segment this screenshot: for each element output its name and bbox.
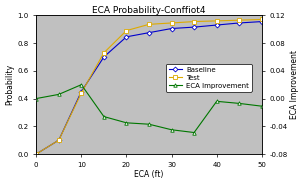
- ECA Improvement: [260, 105, 264, 107]
- ECA Improvement: [80, 84, 83, 86]
- Baseline: [170, 27, 173, 30]
- ECA Improvement: [125, 122, 128, 124]
- X-axis label: ECA (ft): ECA (ft): [134, 170, 164, 179]
- Baseline: [125, 36, 128, 38]
- ECA Improvement: [102, 115, 106, 118]
- ECA Improvement: [215, 100, 218, 102]
- Y-axis label: ECA Improvement: ECA Improvement: [290, 50, 300, 119]
- Test: [192, 21, 196, 23]
- Baseline: [237, 22, 241, 24]
- Test: [80, 92, 83, 94]
- ECA Improvement: [170, 129, 173, 131]
- Test: [147, 23, 151, 26]
- Test: [237, 19, 241, 21]
- Baseline: [192, 26, 196, 28]
- Baseline: [215, 24, 218, 26]
- Baseline: [147, 32, 151, 34]
- Test: [125, 29, 128, 32]
- Baseline: [260, 21, 264, 23]
- Baseline: [34, 153, 38, 155]
- ECA Improvement: [34, 97, 38, 100]
- Legend: Baseline, Test, ECA Improvement: Baseline, Test, ECA Improvement: [166, 64, 252, 92]
- Test: [57, 139, 61, 141]
- ECA Improvement: [237, 102, 241, 105]
- Test: [170, 22, 173, 24]
- Line: Baseline: Baseline: [34, 20, 264, 156]
- Title: ECA Probability-Conffiot4: ECA Probability-Conffiot4: [92, 6, 206, 15]
- Test: [260, 18, 264, 21]
- Y-axis label: Probability: Probability: [5, 64, 15, 105]
- ECA Improvement: [57, 93, 61, 95]
- Test: [34, 153, 38, 155]
- Test: [215, 20, 218, 22]
- ECA Improvement: [192, 131, 196, 134]
- Baseline: [80, 90, 83, 93]
- Test: [102, 52, 106, 54]
- Line: Test: Test: [34, 18, 264, 156]
- Baseline: [57, 139, 61, 141]
- Baseline: [102, 56, 106, 58]
- ECA Improvement: [147, 123, 151, 125]
- Line: ECA Improvement: ECA Improvement: [34, 83, 264, 134]
